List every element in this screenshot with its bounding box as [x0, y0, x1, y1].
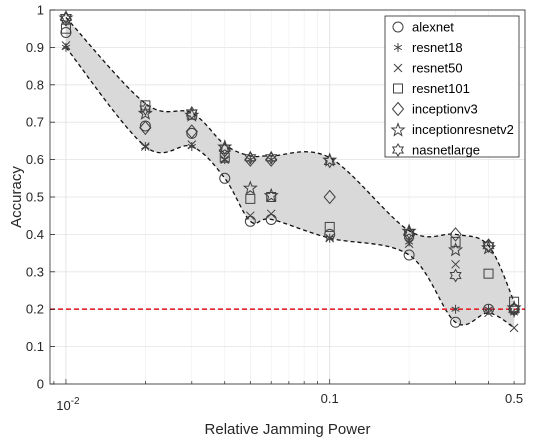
data-markers — [58, 10, 522, 333]
y-tick-label: 0 — [37, 377, 44, 392]
legend-marker — [391, 143, 405, 157]
data-point — [242, 180, 258, 195]
x-tick-label: 0.1 — [321, 391, 339, 406]
data-point — [449, 268, 462, 283]
data-point — [483, 268, 494, 279]
legend-marker — [393, 43, 403, 52]
data-point — [263, 187, 279, 203]
legend-item: inceptionv3 — [391, 101, 478, 117]
data-point — [219, 152, 230, 163]
y-tick-label: 0.8 — [26, 77, 44, 92]
data-point — [244, 150, 257, 165]
data-point — [245, 211, 255, 221]
data-point — [484, 308, 493, 318]
legend-label: resnet18 — [412, 40, 463, 55]
data-point — [61, 41, 71, 50]
legend-label: alexnet — [412, 20, 454, 35]
data-point — [403, 249, 415, 261]
data-point — [451, 259, 460, 269]
series-resnet50 — [61, 41, 519, 333]
legend-item: inceptionresnetv2 — [390, 122, 514, 137]
data-point — [509, 323, 519, 333]
data-point — [450, 316, 462, 328]
envelope-lower-line — [65, 46, 515, 329]
y-tick-label: 0.6 — [26, 152, 44, 167]
data-point — [187, 140, 197, 149]
legend-marker — [391, 101, 405, 117]
data-point — [61, 42, 71, 52]
data-point — [266, 192, 277, 202]
legend-box — [384, 15, 520, 158]
data-point — [324, 221, 335, 232]
legend-item: alexnet — [392, 20, 454, 35]
legend-label: resnet101 — [412, 81, 470, 96]
data-point — [139, 102, 152, 117]
legend-label: nasnetlarge — [412, 143, 480, 158]
legend-label: inceptionv3 — [412, 102, 478, 117]
data-point — [323, 189, 336, 205]
legend-item: resnet50 — [393, 61, 463, 76]
y-tick-label: 0.1 — [26, 339, 44, 354]
legend-label: resnet50 — [412, 61, 463, 76]
legend-item: nasnetlarge — [391, 143, 480, 158]
data-point — [141, 142, 150, 151]
legend-item: resnet18 — [393, 40, 463, 55]
data-point — [185, 105, 198, 120]
x-tick-exponent: -2 — [71, 396, 80, 407]
data-point — [245, 193, 256, 204]
x-axis-title: Relative Jamming Power — [205, 421, 371, 438]
legend-label: inceptionresnetv2 — [412, 122, 514, 137]
data-point — [450, 236, 461, 247]
data-point — [509, 296, 520, 307]
data-point — [139, 120, 152, 136]
y-tick-label: 0.7 — [26, 115, 44, 130]
y-tick-label: 1 — [37, 3, 44, 18]
legend-item: resnet101 — [393, 81, 470, 96]
data-point — [187, 142, 196, 152]
y-tick-label: 0.3 — [26, 264, 44, 279]
y-tick-label: 0.9 — [26, 40, 44, 55]
y-axis-title: Accuracy — [8, 166, 25, 228]
data-point — [140, 100, 151, 111]
y-tick-label: 0.4 — [26, 227, 44, 242]
data-point — [404, 239, 414, 249]
legend-marker — [390, 122, 406, 137]
data-point — [403, 225, 416, 240]
data-point — [59, 10, 72, 25]
data-point — [219, 172, 231, 184]
data-point — [185, 124, 198, 139]
data-point — [508, 302, 521, 317]
y-tick-label: 0.5 — [26, 190, 44, 205]
x-tick-label: 0.5 — [505, 391, 523, 406]
y-tick-label: 0.2 — [26, 302, 44, 317]
legend-marker — [392, 21, 404, 33]
data-point — [266, 209, 276, 219]
data-point — [483, 303, 495, 315]
data-point — [482, 238, 495, 253]
legend: alexnet resnet18 resnet50 resnet101 inceptio… — [384, 15, 520, 158]
data-point — [325, 233, 335, 243]
data-point — [451, 304, 460, 314]
series-nasnetlarge — [59, 10, 521, 317]
data-point — [449, 227, 462, 242]
data-point — [218, 141, 231, 156]
legend-marker — [393, 83, 403, 94]
data-point — [265, 150, 278, 165]
data-point — [448, 242, 464, 257]
envelope-fill — [66, 17, 515, 328]
legend-marker — [393, 63, 403, 73]
data-point — [323, 154, 336, 169]
